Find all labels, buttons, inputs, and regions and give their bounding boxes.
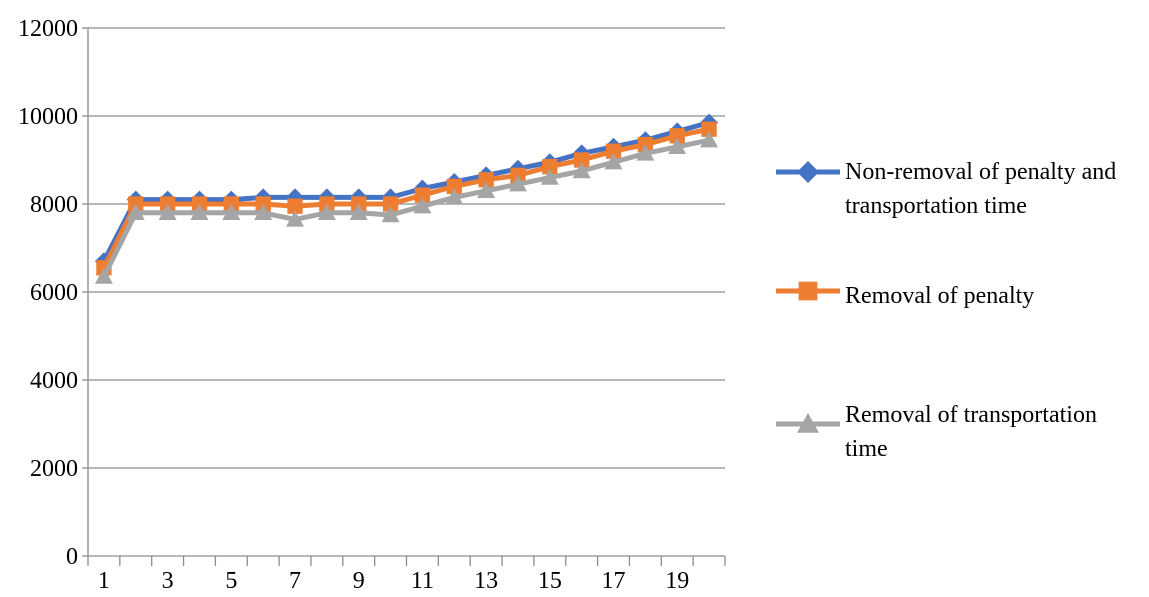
x-tick-label: 17 [602,568,626,594]
x-tick-label: 11 [411,568,434,594]
data-point [381,206,400,223]
y-tick-label: 10000 [18,104,78,130]
series-layer [94,113,719,284]
legend-label: Removal of penalty [845,283,1034,309]
y-tick-label: 8000 [30,192,78,218]
data-point [605,143,622,159]
data-point [414,187,431,203]
legend-label: Removal of transportation [845,402,1097,428]
x-tick-label: 5 [225,568,237,594]
data-point [478,172,494,188]
x-tick-label: 15 [538,568,562,594]
y-tick-label: 0 [66,544,78,570]
y-tick-label: 4000 [30,368,78,394]
y-axis-tick-labels: 0 2000 4000 6000 8000 10000 12000 [18,16,78,570]
legend-label: time [845,436,888,462]
data-point [700,131,719,148]
y-tick-label: 2000 [30,456,78,482]
data-point [540,168,559,185]
data-point [190,203,209,220]
legend-swatch-marker [798,281,818,301]
data-point [542,158,558,175]
data-point [413,197,432,214]
data-point [126,203,145,220]
data-point [254,203,273,220]
legend-entry-1: Non-removal of penalty and transportation… [776,159,1116,219]
data-point [668,137,687,154]
legend-label: Non-removal of penalty and [845,159,1116,185]
legend: Non-removal of penalty and transportation… [776,159,1116,462]
data-point [669,128,685,144]
legend-swatch-marker [797,413,819,433]
x-tick-label: 13 [474,568,498,594]
data-point [287,198,303,214]
x-tick-label: 19 [665,568,689,594]
data-point [636,144,655,161]
data-point [94,267,113,284]
data-point [477,181,496,198]
data-point [382,196,399,212]
data-point [349,203,368,220]
data-point [574,152,590,168]
x-tick-label: 7 [289,568,301,594]
data-point [701,121,717,137]
y-tick-label: 12000 [18,16,78,42]
legend-entry-3: Removal of transportation time [776,402,1097,462]
x-tick-label: 1 [98,568,110,594]
legend-swatch-marker [797,161,819,183]
data-point [572,162,591,179]
data-point [604,153,623,170]
data-point [317,203,336,220]
x-tick-label: 3 [162,568,174,594]
x-tick-label: 9 [353,568,365,594]
series-3 [94,131,719,284]
data-point [286,210,305,227]
data-point [508,175,527,192]
series-1 [94,113,719,271]
data-point [446,178,462,195]
data-point [158,203,177,220]
data-point [222,203,241,220]
grid-lines [88,27,725,469]
x-axis-tick-labels: 1 3 5 7 9 11 13 15 17 19 [98,568,689,594]
legend-entry-2: Removal of penalty [776,281,1034,309]
y-tick-label: 6000 [30,280,78,306]
legend-label: transportation time [845,193,1027,219]
data-point [445,188,464,205]
axes [82,27,726,566]
